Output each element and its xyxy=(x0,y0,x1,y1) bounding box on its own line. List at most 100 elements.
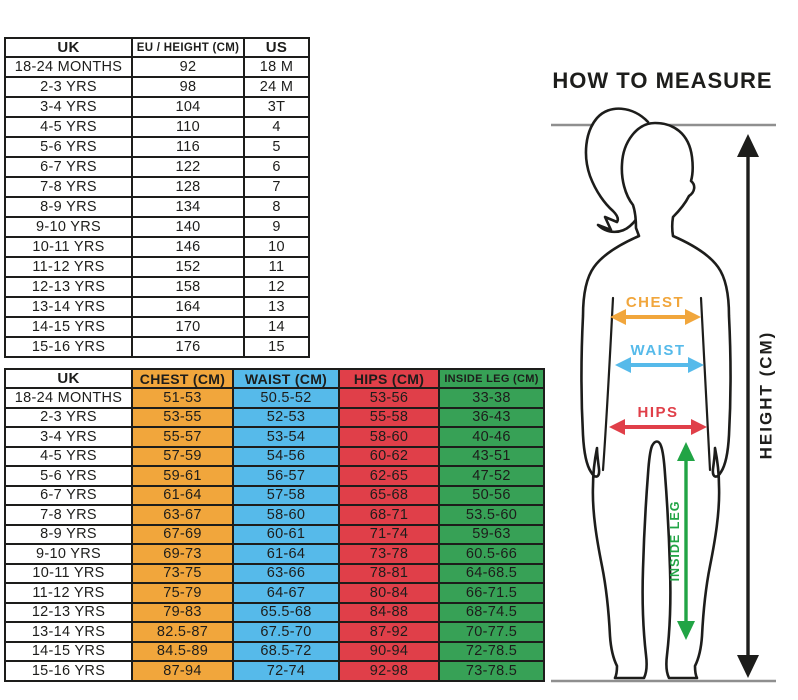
value-cell: 5 xyxy=(243,136,310,158)
hips-arrow-right-icon xyxy=(691,419,707,435)
value-cell: 63-66 xyxy=(232,562,340,584)
table-row: 3-4 YRS 55-57 53-54 58-60 40-46 xyxy=(4,426,545,448)
row-label: 4-5 YRS xyxy=(4,116,133,138)
value-cell: 73-78.5 xyxy=(438,660,545,682)
measure-figure-illustration: HEIGHT (CM) CHEST WAIST HIPS INSIDE LEG xyxy=(551,107,776,683)
row-label: 7-8 YRS xyxy=(4,504,133,526)
value-cell: 176 xyxy=(131,336,245,358)
table-row: 18-24 MONTHS 51-53 50.5-52 53-56 33-38 xyxy=(4,387,545,409)
value-cell: 8 xyxy=(243,196,310,218)
value-cell: 24 M xyxy=(243,76,310,98)
row-label: 3-4 YRS xyxy=(4,426,133,448)
value-cell: 84-88 xyxy=(338,601,440,623)
value-cell: 87-94 xyxy=(131,660,234,682)
value-cell: 60-62 xyxy=(338,445,440,467)
value-cell: 47-52 xyxy=(438,465,545,487)
value-cell: 60.5-66 xyxy=(438,543,545,565)
value-cell: 53-54 xyxy=(232,426,340,448)
value-cell: 67-69 xyxy=(131,523,234,545)
value-cell: 164 xyxy=(131,296,245,318)
table-row: 14-15 YRS 170 14 xyxy=(4,316,310,338)
table-row: 2-3 YRS 53-55 52-53 55-58 36-43 xyxy=(4,406,545,428)
value-cell: 65.5-68 xyxy=(232,601,340,623)
row-label: 14-15 YRS xyxy=(4,640,133,662)
value-cell: 10 xyxy=(243,236,310,258)
table-row: 9-10 YRS 69-73 61-64 73-78 60.5-66 xyxy=(4,543,545,565)
value-cell: 33-38 xyxy=(438,387,545,409)
value-cell: 59-61 xyxy=(131,465,234,487)
table-row: 7-8 YRS 128 7 xyxy=(4,176,310,198)
table-row: 8-9 YRS 67-69 60-61 71-74 59-63 xyxy=(4,523,545,545)
value-cell: 140 xyxy=(131,216,245,238)
value-cell: 55-58 xyxy=(338,406,440,428)
value-cell: 128 xyxy=(131,176,245,198)
column-header: US xyxy=(243,37,310,58)
value-cell: 104 xyxy=(131,96,245,118)
table-row: 14-15 YRS 84.5-89 68.5-72 90-94 72-78.5 xyxy=(4,640,545,662)
value-cell: 170 xyxy=(131,316,245,338)
row-label: 12-13 YRS xyxy=(4,276,133,298)
waist-arrow-right-icon xyxy=(688,357,704,373)
value-cell: 64-68.5 xyxy=(438,562,545,584)
row-label: 2-3 YRS xyxy=(4,406,133,428)
value-cell: 57-59 xyxy=(131,445,234,467)
value-cell: 82.5-87 xyxy=(131,621,234,643)
value-cell: 59-63 xyxy=(438,523,545,545)
table-row: 8-9 YRS 134 8 xyxy=(4,196,310,218)
row-label: 5-6 YRS xyxy=(4,136,133,158)
height-arrow-down-icon xyxy=(737,655,759,678)
value-cell: 87-92 xyxy=(338,621,440,643)
value-cell: 110 xyxy=(131,116,245,138)
value-cell: 12 xyxy=(243,276,310,298)
value-cell: 122 xyxy=(131,156,245,178)
value-cell: 15 xyxy=(243,336,310,358)
value-cell: 51-53 xyxy=(131,387,234,409)
value-cell: 3T xyxy=(243,96,310,118)
value-cell: 61-64 xyxy=(131,484,234,506)
value-cell: 53-56 xyxy=(338,387,440,409)
row-label: 5-6 YRS xyxy=(4,465,133,487)
row-label: 18-24 MONTHS xyxy=(4,387,133,409)
column-header: WAIST (CM) xyxy=(232,368,340,389)
table-row: 6-7 YRS 61-64 57-58 65-68 50-56 xyxy=(4,484,545,506)
how-to-measure-diagram: HOW TO MEASURE HEIGHT (CM) CHEST WAIST H… xyxy=(545,60,798,700)
table-row: 15-16 YRS 87-94 72-74 92-98 73-78.5 xyxy=(4,660,545,682)
table-row: 9-10 YRS 140 9 xyxy=(4,216,310,238)
table-row: 4-5 YRS 57-59 54-56 60-62 43-51 xyxy=(4,445,545,467)
table-row: 10-11 YRS 73-75 63-66 78-81 64-68.5 xyxy=(4,562,545,584)
table-row: 11-12 YRS 152 11 xyxy=(4,256,310,278)
chest-arrow-left-icon xyxy=(610,309,626,325)
row-label: 12-13 YRS xyxy=(4,601,133,623)
value-cell: 57-58 xyxy=(232,484,340,506)
table-row: 5-6 YRS 116 5 xyxy=(4,136,310,158)
value-cell: 55-57 xyxy=(131,426,234,448)
value-cell: 98 xyxy=(131,76,245,98)
waist-label: WAIST xyxy=(631,342,686,359)
value-cell: 36-43 xyxy=(438,406,545,428)
value-cell: 92-98 xyxy=(338,660,440,682)
row-label: 11-12 YRS xyxy=(4,582,133,604)
row-label: 11-12 YRS xyxy=(4,256,133,278)
value-cell: 9 xyxy=(243,216,310,238)
row-label: 15-16 YRS xyxy=(4,660,133,682)
value-cell: 61-64 xyxy=(232,543,340,565)
table-row: 2-3 YRS 98 24 M xyxy=(4,76,310,98)
value-cell: 152 xyxy=(131,256,245,278)
row-label: 4-5 YRS xyxy=(4,445,133,467)
value-cell: 73-75 xyxy=(131,562,234,584)
row-label: 15-16 YRS xyxy=(4,336,133,358)
row-label: 6-7 YRS xyxy=(4,484,133,506)
value-cell: 53-55 xyxy=(131,406,234,428)
value-cell: 58-60 xyxy=(232,504,340,526)
value-cell: 11 xyxy=(243,256,310,278)
waist-arrow-left-icon xyxy=(615,357,631,373)
height-arrow-up-icon xyxy=(737,134,759,157)
header-row: UK CHEST (CM) WAIST (CM) HIPS (CM) INSIDE LE… xyxy=(4,368,545,389)
value-cell: 84.5-89 xyxy=(131,640,234,662)
value-cell: 68-71 xyxy=(338,504,440,526)
value-cell: 7 xyxy=(243,176,310,198)
table-row: 3-4 YRS 104 3T xyxy=(4,96,310,118)
table-row: 11-12 YRS 75-79 64-67 80-84 66-71.5 xyxy=(4,582,545,604)
value-cell: 75-79 xyxy=(131,582,234,604)
row-label: 8-9 YRS xyxy=(4,523,133,545)
